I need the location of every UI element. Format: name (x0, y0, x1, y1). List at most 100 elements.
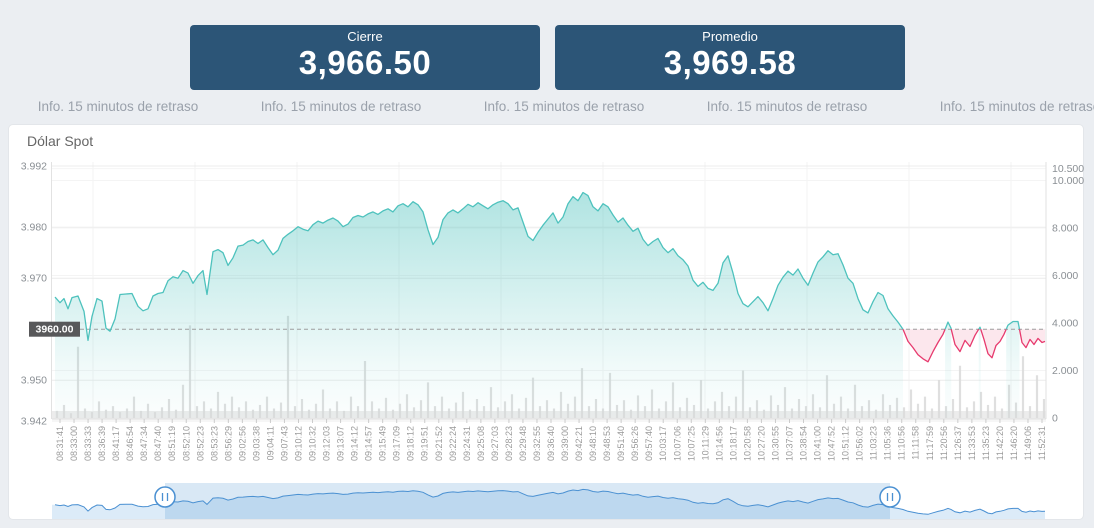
threshold-badge-label: 3960.00 (36, 324, 74, 336)
x-axis-label: 08:41:17 (111, 426, 121, 461)
x-axis-label: 11:20:56 (939, 426, 949, 460)
x-axis-label: 09:27:03 (490, 426, 500, 461)
x-axis-label: 11:49:06 (1023, 426, 1033, 460)
delay-notice: Info. 15 minutos de retraso (706, 99, 868, 114)
x-axis-label: 09:18:12 (406, 426, 416, 461)
x-axis-label: 09:12:03 (322, 426, 332, 461)
price-series-line (944, 321, 952, 330)
right-axis-label: 4.000 (1052, 318, 1078, 330)
x-axis-label: 09:07:43 (279, 426, 289, 461)
x-axis-label: 09:19:51 (420, 426, 430, 461)
x-axis-label: 08:36:39 (97, 426, 107, 461)
price-area (55, 192, 903, 418)
x-axis-label: 09:21:52 (434, 426, 444, 461)
x-axis-label: 09:48:53 (602, 426, 612, 461)
price-area-below-threshold (903, 329, 946, 362)
x-axis-label: 10:11:29 (700, 426, 710, 460)
x-axis-label: 08:46:54 (125, 426, 135, 461)
navigator[interactable] (52, 483, 1046, 519)
x-axis-label: 08:56:29 (223, 426, 233, 461)
chart-title: Dólar Spot (27, 133, 94, 149)
x-axis-label: 08:51:19 (167, 426, 177, 461)
x-axis-label: 09:32:55 (532, 426, 542, 461)
x-axis-label: 09:17:09 (392, 426, 402, 461)
x-axis-label: 10:14:56 (714, 426, 724, 461)
x-axis-label: 10:41:00 (813, 426, 823, 461)
promedio-card-value: 3,969.58 (663, 44, 797, 81)
x-axis-label: 10:56:02 (855, 426, 865, 461)
x-axis-label: 08:53:23 (209, 426, 219, 461)
price-area (978, 327, 981, 418)
price-series-line (1005, 320, 1021, 330)
price-series-line-below (980, 328, 1007, 359)
x-axis-label: 09:02:56 (237, 426, 247, 461)
x-axis-label: 08:33:33 (83, 426, 93, 461)
x-axis-label: 10:27:20 (756, 426, 766, 461)
navigator-line (54, 488, 1046, 515)
x-axis-label: 11:03:23 (869, 426, 879, 460)
x-axis-label: 09:51:40 (616, 426, 626, 461)
x-axis-label: 11:10:56 (897, 426, 907, 460)
left-axis-label: 3.992 (21, 161, 47, 173)
x-axis-label: 09:14:12 (350, 426, 360, 461)
x-axis-label: 09:14:57 (364, 426, 374, 461)
x-axis-label: 10:18:17 (728, 426, 738, 461)
right-axis-label: 10.000 (1052, 175, 1084, 187)
x-axis-label: 08:33:00 (69, 426, 79, 461)
x-axis-label: 09:39:00 (560, 426, 570, 461)
x-axis-label: 11:11:58 (911, 426, 921, 460)
x-axis-label: 09:15:49 (378, 426, 388, 461)
plot-area[interactable] (52, 160, 1046, 419)
promedio-card-label: Promedio (702, 29, 758, 44)
left-axis-label: 3.980 (21, 222, 47, 234)
x-axis-label: 10:51:12 (841, 426, 851, 461)
x-axis-label: 09:42:21 (574, 426, 584, 461)
x-axis-label: 11:05:36 (883, 426, 893, 460)
delay-notice: Info. 15 minutos de retraso (939, 99, 1094, 114)
x-axis-label: 09:28:23 (504, 426, 514, 461)
threshold-badge (29, 321, 80, 337)
x-axis-label: 09:10:32 (308, 426, 318, 461)
delay-notice: Info. 15 minutos de retraso (483, 99, 645, 114)
x-axis-label: 09:36:40 (546, 426, 556, 461)
x-axis-label: 08:47:34 (139, 426, 149, 461)
x-axis-label: 09:29:48 (518, 426, 528, 461)
cierre-card-value: 3,966.50 (298, 44, 432, 81)
navigator-right-handle[interactable] (879, 486, 901, 508)
x-axis-label: 10:30:55 (770, 426, 780, 461)
x-axis-label: 09:48:10 (588, 426, 598, 461)
price-series-line-below (1018, 329, 1046, 349)
delay-notice: Info. 15 minutos de retraso (260, 99, 422, 114)
x-axis-label: 08:47:40 (153, 426, 163, 461)
price-area-below-threshold (980, 329, 1007, 358)
x-axis-label: 10:38:54 (799, 426, 809, 461)
x-axis-label: 09:24:31 (462, 426, 472, 461)
x-axis-label: 10:47:52 (827, 426, 837, 461)
price-area (1006, 321, 1020, 418)
left-axis-label: 3.942 (21, 416, 47, 428)
right-axis-label: 10.500 (1052, 163, 1084, 175)
left-axis-label: 3.970 (21, 273, 47, 285)
price-series-line (978, 326, 982, 330)
right-axis-label: 0 (1052, 413, 1058, 425)
x-axis-label: 08:31:41 (55, 426, 65, 461)
x-axis-label: 09:56:26 (630, 426, 640, 461)
price-area (945, 322, 952, 418)
x-axis-label: 11:42:20 (995, 426, 1005, 460)
navigator-area (52, 489, 1045, 519)
x-axis-label: 11:35:23 (981, 426, 991, 460)
navigator-selected-region[interactable] (165, 483, 890, 519)
delay-notice: Info. 15 minutos de retraso (37, 99, 199, 114)
left-axis-label: 3.950 (21, 375, 47, 387)
x-axis-label: 09:04:11 (265, 426, 275, 460)
right-axis-label: 6.000 (1052, 270, 1078, 282)
navigator-left-handle[interactable] (154, 486, 176, 508)
x-axis-label: 11:17:59 (925, 426, 935, 460)
price-series-line-below (902, 328, 946, 363)
x-axis-label: 09:57:40 (644, 426, 654, 461)
promedio-card: Promedio 3,969.58 (555, 25, 905, 90)
x-axis-label: 10:37:07 (784, 426, 794, 461)
x-axis-label: 11:52:31 (1037, 426, 1047, 460)
x-axis-label: 09:10:12 (293, 426, 303, 461)
